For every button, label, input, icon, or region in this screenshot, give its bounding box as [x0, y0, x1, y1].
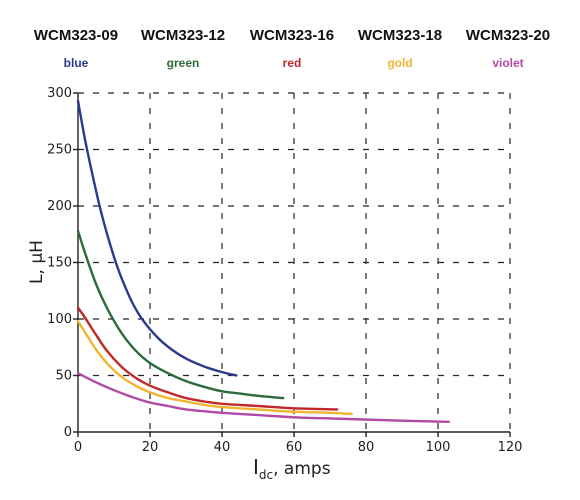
x-axis-label-rest: , amps [273, 459, 331, 479]
y-tick-label-250: 250 [47, 143, 72, 158]
tick-labels: 0 20 40 60 80 100 120 0 50 100 150 200 250 300 [47, 86, 522, 455]
plot-area [76, 99, 450, 423]
x-axis-label-main: I [253, 455, 259, 479]
y-tick-label-50: 50 [55, 369, 72, 384]
y-tick-label-100: 100 [47, 312, 72, 327]
legend-color-violet: violet [492, 56, 523, 70]
legend-color-green: green [167, 56, 200, 70]
legend-model-gold: WCM323-18 [358, 27, 442, 44]
series-line-red [76, 306, 339, 411]
y-axis-label: L, µH [27, 240, 47, 284]
x-tick-label-60: 60 [286, 440, 303, 455]
series-line-blue [76, 99, 238, 377]
series-line-violet [76, 372, 450, 423]
x-tick-label-120: 120 [498, 440, 523, 455]
y-tick-label-0: 0 [64, 425, 72, 440]
legend-color-red: red [283, 56, 302, 70]
y-tick-label-300: 300 [47, 86, 72, 101]
x-tick-label-80: 80 [358, 440, 375, 455]
legend-color-gold: gold [387, 56, 412, 70]
legend-model-blue: WCM323-09 [34, 27, 118, 44]
x-tick-label-100: 100 [426, 440, 451, 455]
y-tick-label-150: 150 [47, 256, 72, 271]
legend-color-blue: blue [64, 56, 89, 70]
legend-model-green: WCM323-12 [141, 27, 225, 44]
legend-model-red: WCM323-16 [250, 27, 334, 44]
series-line-gold [76, 320, 353, 416]
legend: WCM323-09 blue WCM323-12 green WCM323-16 red W… [34, 27, 550, 70]
legend-model-violet: WCM323-20 [466, 27, 550, 44]
x-axis-label-sub: dc [259, 468, 273, 482]
x-tick-label-0: 0 [74, 440, 82, 455]
x-tick-label-40: 40 [214, 440, 231, 455]
y-tick-label-200: 200 [47, 199, 72, 214]
x-axis-label: Idc, amps [253, 455, 331, 482]
series-line-green [76, 229, 285, 400]
grid [78, 92, 511, 432]
x-tick-label-20: 20 [142, 440, 159, 455]
